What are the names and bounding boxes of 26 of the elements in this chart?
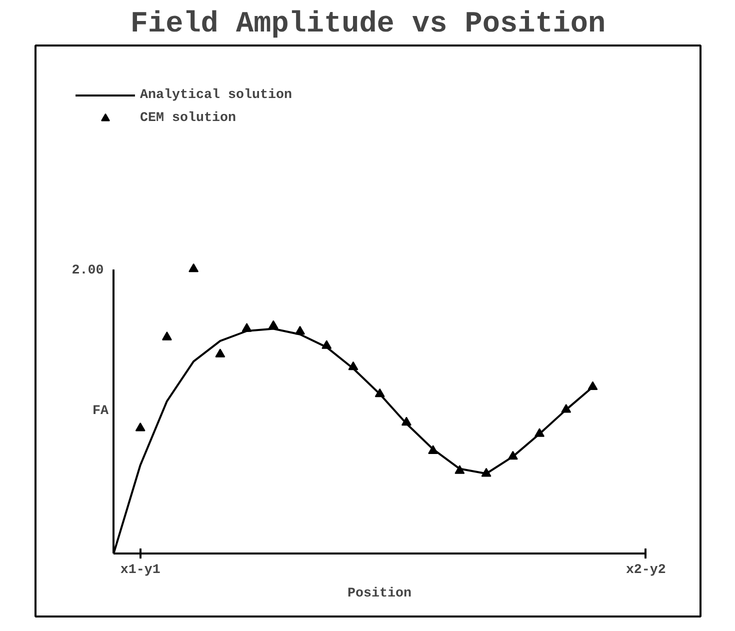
y-axis-title: FA: [92, 404, 109, 419]
point: [215, 348, 226, 358]
point: [268, 320, 278, 329]
x-axis-title: Position: [348, 586, 412, 602]
point: [401, 416, 412, 426]
point: [481, 468, 492, 477]
point: [135, 422, 146, 432]
point: [454, 465, 465, 474]
point: [322, 340, 332, 349]
x-tick-label: x2-y2: [626, 563, 666, 578]
point: [508, 450, 518, 460]
legend-label: CEM solution: [140, 110, 236, 126]
legend-label: Analytical solution: [140, 88, 292, 102]
point: [295, 326, 306, 335]
point: [242, 323, 252, 332]
point: [374, 388, 385, 398]
point: [348, 361, 358, 370]
chart-title: Field Amplitude vs Position: [130, 8, 606, 40]
point: [188, 263, 199, 272]
point: [588, 381, 598, 390]
point: [534, 428, 545, 437]
text: 2.00: [72, 264, 104, 279]
point: [428, 445, 438, 454]
point: [162, 332, 172, 340]
x-tick-label: x1-y1: [120, 563, 160, 578]
point: [561, 404, 572, 413]
